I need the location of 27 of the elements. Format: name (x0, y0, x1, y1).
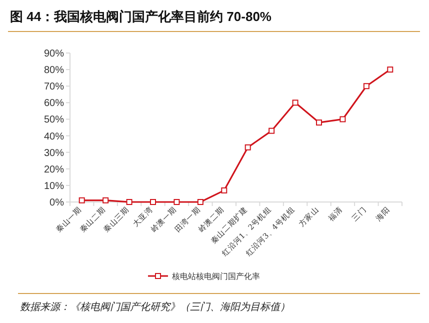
point (340, 116, 346, 122)
y-tick-label: 70% (44, 82, 64, 93)
chart-title: 图 44：我国核电阀门国产化率目前约 70-80% (10, 9, 272, 24)
point (244, 144, 251, 150)
y-tick-label: 20% (44, 164, 64, 176)
point (268, 128, 275, 134)
y-tick-label: 10% (44, 180, 64, 192)
source-note: 数据来源：《核电阀门国产化研究》（三门、海阳为目标值） (20, 301, 290, 313)
point (387, 66, 394, 73)
point (221, 187, 228, 194)
point (174, 199, 180, 205)
y-tick-label: 40% (44, 131, 64, 142)
point (316, 120, 322, 126)
legend-label: 核电站核电阀门国产化率 (171, 272, 260, 281)
y-tick-label: 80% (44, 65, 64, 76)
y-tick-label: 30% (44, 148, 64, 159)
y-tick-label: 60% (44, 98, 64, 110)
y-tick-label: 50% (44, 114, 64, 126)
point (150, 199, 156, 205)
point (197, 199, 204, 205)
point (78, 197, 85, 204)
point (363, 83, 370, 90)
point (126, 199, 132, 205)
point (102, 197, 109, 204)
point (292, 100, 298, 106)
y-tick-label: 90% (44, 48, 64, 60)
y-tick-label: 0% (50, 198, 64, 208)
